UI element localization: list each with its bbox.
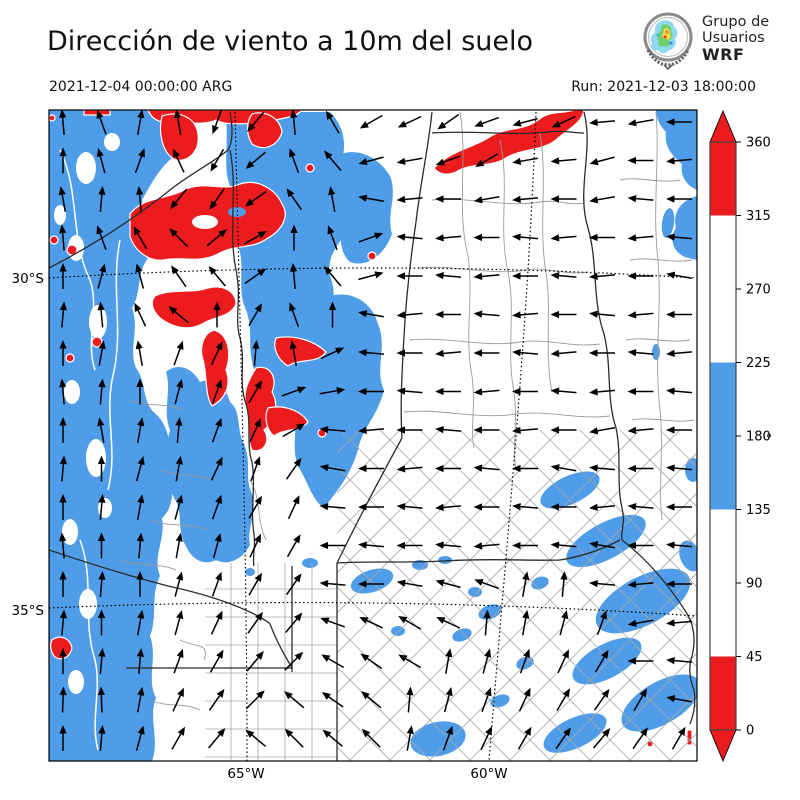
colorbar-tick-315: 315: [746, 209, 771, 224]
map-layers: [49, 110, 697, 761]
colorbar-tick-225: 225: [746, 356, 771, 371]
colorbar-tick-135: 135: [746, 503, 771, 518]
logo-line-2: Usuarios: [702, 30, 765, 47]
river-lines: [59, 149, 121, 751]
logo-line-1: Grupo de: [702, 14, 770, 30]
shading-gap-in-red: [192, 215, 218, 229]
department-boundaries: [119, 111, 695, 711]
lon-label-65w: 65°W: [227, 766, 264, 782]
globe-seal-icon: [643, 12, 693, 70]
wrf-users-group-logo: Grupo de Usuarios WRF: [641, 8, 769, 70]
run-time-label: Run: 2021-12-03 18:00:00: [571, 79, 756, 95]
lat-label-30s: 30°S: [12, 271, 45, 287]
colorbar-tick-0: 0: [746, 724, 754, 739]
lon-label-60w: 60°W: [470, 766, 507, 782]
colorbar: 0 45 90 135 180 225 270 315 360: [709, 109, 771, 763]
colorbar-tick-270: 270: [746, 283, 771, 298]
colorbar-tick-90: 90: [746, 577, 763, 592]
colorbar-units: °: [766, 432, 772, 446]
gridline-35s: [49, 601, 697, 617]
map-frame: [48, 109, 698, 762]
valid-time-label: 2021-12-04 00:00:00 ARG: [49, 79, 233, 95]
page-title: Dirección de viento a 10m del suelo: [47, 26, 534, 57]
colorbar-tick-360: 360: [746, 136, 771, 151]
latlon-gridlines: [49, 111, 697, 761]
buenos-aires-partido-grid: [337, 430, 697, 761]
logo-line-3: WRF: [702, 45, 745, 65]
colorbar-tick-180: 180: [746, 430, 771, 445]
wind-arrows: [58, 110, 693, 752]
la-pampa-department-grid: [205, 563, 337, 761]
north-wind-shading: [49, 110, 693, 748]
gridline-30s: [49, 267, 697, 279]
lat-label-35s: 35°S: [12, 603, 45, 619]
colorbar-tick-45: 45: [746, 650, 763, 665]
logo-text: Grupo de Usuarios WRF: [702, 8, 769, 64]
